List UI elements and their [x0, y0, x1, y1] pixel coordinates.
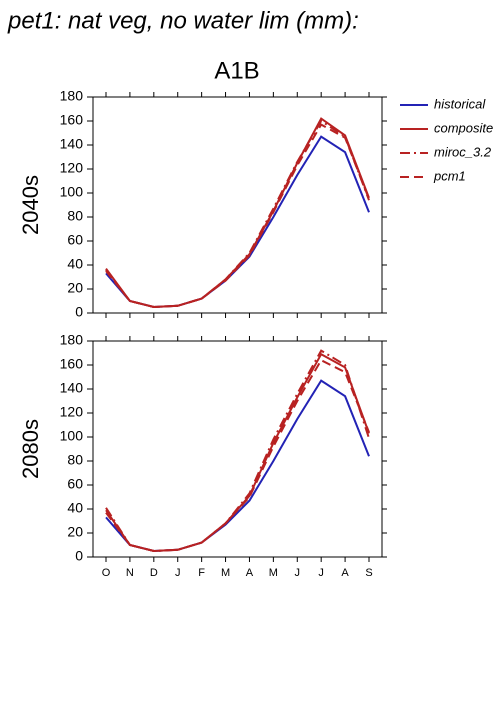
x-tick-label: J: [175, 567, 181, 579]
y-tick-label: 160: [60, 112, 84, 128]
y-axis-label: 2080s: [18, 419, 43, 479]
x-tick-label: O: [102, 567, 111, 579]
series-line: [105, 358, 370, 553]
x-tick-label: N: [126, 567, 134, 579]
series-line: [105, 349, 370, 553]
x-tick-label: J: [295, 567, 301, 579]
scenario-title: A1B: [214, 57, 259, 84]
y-tick-label: 100: [60, 428, 84, 444]
x-tick-label: M: [221, 567, 230, 579]
x-tick-label: A: [341, 567, 349, 579]
legend-label: historical: [434, 96, 486, 111]
x-tick-label: D: [150, 567, 158, 579]
plot-frame: [92, 96, 383, 314]
y-tick-label: 140: [60, 380, 84, 396]
series-line: [105, 379, 370, 553]
y-tick-label: 100: [60, 184, 84, 200]
y-tick-label: 60: [67, 476, 83, 492]
y-tick-label: 160: [60, 356, 84, 372]
y-tick-label: 80: [67, 452, 83, 468]
legend-label: pcm1: [433, 168, 466, 183]
y-tick-label: 140: [60, 136, 84, 152]
y-axis-label: 2040s: [18, 175, 43, 235]
x-tick-label: S: [365, 567, 372, 579]
y-tick-label: 0: [75, 304, 83, 320]
y-tick-label: 20: [67, 280, 83, 296]
y-tick-label: 0: [75, 548, 83, 564]
x-tick-label: M: [269, 567, 278, 579]
series-line: [105, 352, 370, 553]
x-tick-label: J: [318, 567, 324, 579]
y-tick-label: 60: [67, 232, 83, 248]
y-tick-label: 180: [60, 88, 84, 104]
page-title: pet1: nat veg, no water lim (mm):: [7, 7, 359, 34]
legend-label: composite: [434, 120, 493, 135]
y-tick-label: 20: [67, 524, 83, 540]
y-tick-label: 40: [67, 256, 83, 272]
y-tick-label: 80: [67, 208, 83, 224]
series-line: [105, 135, 370, 309]
y-tick-label: 180: [60, 332, 84, 348]
x-tick-label: F: [198, 567, 205, 579]
plot-frame: [92, 340, 383, 558]
x-tick-label: A: [246, 567, 254, 579]
y-tick-label: 40: [67, 500, 83, 516]
legend-label: miroc_3.2: [434, 144, 492, 159]
y-tick-label: 120: [60, 404, 84, 420]
y-tick-label: 120: [60, 160, 84, 176]
series-line: [105, 117, 370, 309]
series-line: [105, 119, 370, 309]
series-line: [105, 123, 370, 309]
